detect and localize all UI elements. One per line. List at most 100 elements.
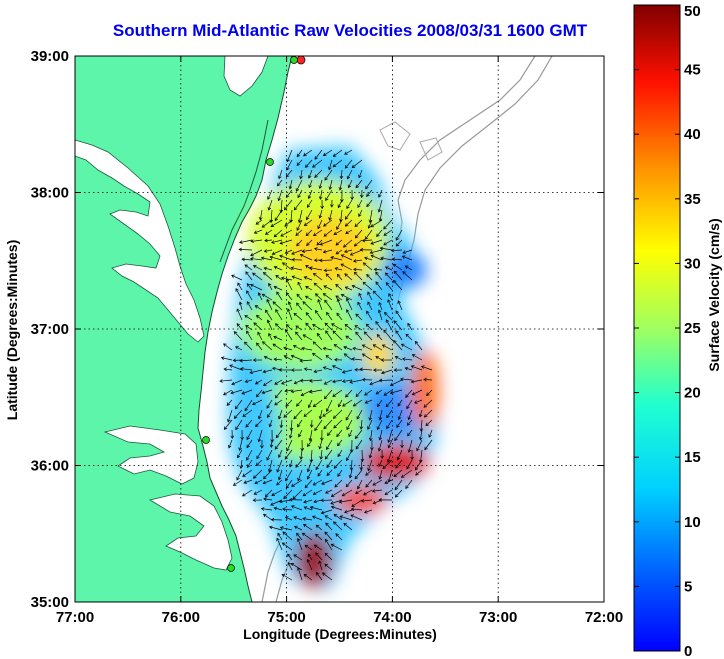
velocity-vector-head [370, 223, 374, 228]
velocity-vector [312, 341, 323, 351]
velocity-vector-head [367, 301, 371, 306]
velocity-vector-head [368, 437, 373, 442]
velocity-vector-head [230, 390, 235, 395]
velocity-vector [362, 344, 373, 351]
velocity-vector [369, 449, 373, 458]
velocity-vector [316, 333, 323, 341]
velocity-vector [226, 399, 233, 406]
velocity-vector-head [335, 533, 339, 537]
velocity-vector-head [358, 174, 362, 179]
velocity-vector [333, 459, 343, 469]
velocity-vector-head [307, 175, 312, 179]
velocity-vector [332, 159, 343, 168]
velocity-vector-head [344, 249, 348, 254]
velocity-vector-head [263, 382, 267, 386]
velocity-vector-head [372, 500, 377, 505]
velocity-vector [323, 285, 333, 291]
velocity-vector-head [402, 250, 407, 254]
velocity-vector-head [372, 344, 377, 348]
velocity-vector [244, 315, 253, 321]
velocity-vector-head [365, 323, 370, 328]
velocity-vector-head [275, 275, 279, 279]
velocity-vector [340, 169, 343, 179]
velocity-vector-head [244, 407, 248, 412]
velocity-vector-head [338, 500, 343, 504]
velocity-vector-head [278, 175, 282, 180]
velocity-vector-head [333, 424, 337, 429]
velocity-vector [331, 543, 343, 551]
velocity-vector-head [270, 517, 275, 522]
velocity-vector-head [244, 315, 248, 319]
velocity-vector [412, 354, 423, 361]
velocity-vector [425, 419, 433, 426]
velocity-vector [300, 379, 313, 382]
colorbar [633, 4, 681, 652]
velocity-vector-head [305, 232, 310, 236]
velocity-vector-head [334, 484, 338, 488]
velocity-vector [401, 343, 413, 351]
velocity-vector-head [313, 258, 318, 263]
velocity-vector [300, 169, 303, 179]
velocity-vector [326, 469, 333, 476]
velocity-vector [255, 419, 263, 427]
velocity-vector [345, 219, 353, 227]
velocity-vector [250, 249, 263, 256]
velocity-vector-head [419, 428, 424, 432]
velocity-vector [344, 149, 353, 155]
velocity-vector [296, 149, 303, 157]
velocity-vector [246, 429, 253, 440]
velocity-vector [286, 159, 293, 171]
velocity-vector-head [322, 413, 326, 417]
velocity-vector-head [235, 426, 239, 431]
velocity-vector-head [261, 390, 266, 395]
velocity-vector [380, 257, 393, 261]
x-tick-label: 76:00 [162, 609, 200, 626]
velocity-vector-head [418, 436, 423, 441]
velocity-vector [358, 293, 363, 301]
velocity-vector [360, 419, 363, 430]
velocity-vector [285, 479, 293, 489]
velocity-vector-head [305, 322, 309, 327]
velocity-vector-head [407, 416, 411, 421]
velocity-vector-head [263, 249, 268, 253]
velocity-vector [224, 368, 233, 371]
velocity-vector-head [307, 404, 312, 409]
velocity-vector-head [353, 271, 358, 276]
velocity-vector [366, 323, 373, 331]
velocity-vector [284, 219, 293, 227]
velocity-vector-head [349, 467, 354, 471]
velocity-vector [255, 219, 263, 225]
velocity-vector-head [356, 415, 360, 420]
velocity-vector-head [267, 414, 271, 418]
velocity-vector [264, 249, 273, 252]
velocity-vector-head [411, 354, 416, 358]
velocity-vector [412, 389, 423, 396]
velocity-vector-head [267, 206, 272, 211]
velocity-vector [386, 419, 393, 429]
velocity-vector [278, 189, 283, 201]
velocity-vector-head [355, 313, 359, 318]
velocity-vector-head [321, 481, 325, 485]
velocity-vector [383, 219, 393, 230]
velocity-vector-head [307, 553, 312, 558]
velocity-vector [284, 199, 293, 210]
velocity-vector [328, 159, 333, 170]
velocity-vector-head [284, 328, 289, 333]
velocity-vector-head [252, 475, 257, 479]
velocity-vector-head [359, 466, 364, 471]
bathymetry-contour [419, 137, 443, 161]
velocity-vector-head [253, 322, 257, 326]
velocity-vector-head [315, 466, 319, 471]
velocity-vector-head [348, 474, 353, 479]
velocity-vector [332, 365, 343, 371]
velocity-vector-head [400, 444, 404, 449]
velocity-vector [262, 341, 273, 351]
velocity-vector [351, 499, 363, 507]
velocity-vector [296, 179, 303, 192]
velocity-vector-head [330, 505, 335, 510]
velocity-vector [321, 509, 333, 514]
velocity-vector [274, 379, 283, 385]
velocity-vector-head [255, 315, 260, 319]
velocity-vector [265, 489, 273, 497]
velocity-vector-head [293, 312, 298, 317]
